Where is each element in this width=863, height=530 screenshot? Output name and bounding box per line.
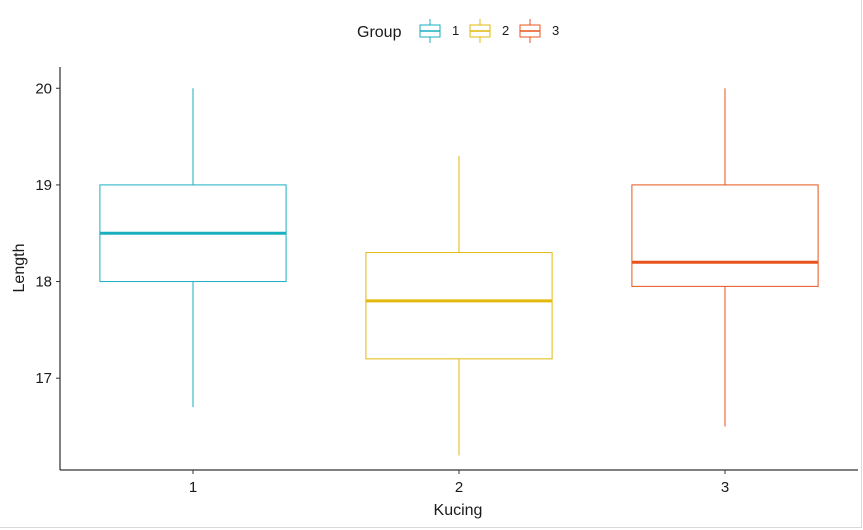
iqr-box — [365, 252, 553, 360]
legend-label: 2 — [502, 23, 509, 38]
y-tick-label: 17 — [35, 370, 52, 387]
box-group-1 — [99, 88, 287, 408]
legend-entry-2: 2 — [469, 19, 509, 43]
y-tick-label: 18 — [35, 274, 52, 291]
x-tick-label: 3 — [721, 479, 729, 496]
axes: 17 18 19 20 1 2 3 — [35, 67, 858, 496]
y-axis-title: Length — [11, 244, 28, 293]
legend-label: 3 — [552, 23, 559, 38]
legend-label: 1 — [452, 23, 459, 38]
x-axis-title: Kucing — [434, 502, 483, 519]
x-tick-label: 1 — [189, 479, 197, 496]
y-tick-label: 20 — [35, 80, 52, 97]
box-group-2 — [365, 155, 553, 456]
legend-title: Group — [357, 24, 402, 41]
legend-entry-1: 1 — [419, 19, 459, 43]
x-tick-label: 2 — [455, 479, 463, 496]
legend: Group 1 2 3 — [357, 19, 559, 43]
box-group-3 — [631, 88, 819, 427]
iqr-box — [631, 184, 819, 287]
boxes — [99, 88, 819, 456]
y-tick-label: 19 — [35, 177, 52, 194]
legend-entry-3: 3 — [519, 19, 559, 43]
